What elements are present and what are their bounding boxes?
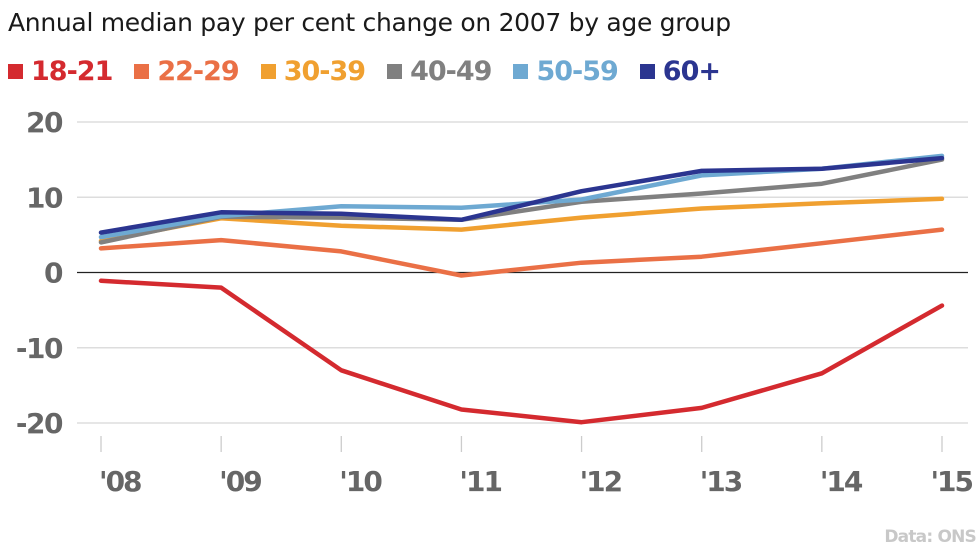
legend-item-22-29: 22-29 bbox=[134, 56, 240, 87]
legend-label-18-21: 18-21 bbox=[31, 56, 113, 87]
series-line-22-29 bbox=[98, 227, 945, 278]
legend: 18-21 22-29 30-39 40-49 50-59 60+ bbox=[8, 56, 742, 87]
series-lines bbox=[98, 153, 945, 425]
legend-item-40-49: 40-49 bbox=[387, 56, 492, 87]
y-tick-label: 20 bbox=[26, 106, 63, 139]
legend-label-50-59: 50-59 bbox=[536, 56, 618, 87]
legend-swatch-30-39 bbox=[260, 64, 276, 79]
x-tick-label: '09 bbox=[219, 465, 261, 498]
series-line-30-39 bbox=[98, 196, 945, 244]
chart-title: Annual median pay per cent change on 200… bbox=[8, 8, 731, 37]
legend-item-30-39: 30-39 bbox=[260, 56, 366, 87]
legend-item-50-59: 50-59 bbox=[513, 56, 619, 87]
y-axis-ticks: 20 10 0 -10 -20 bbox=[16, 106, 65, 440]
x-tick-label: '10 bbox=[339, 465, 382, 498]
x-tick-label: '11 bbox=[459, 465, 501, 498]
legend-item-18-21: 18-21 bbox=[8, 56, 113, 87]
x-axis-ticks: '08 '09 '10 '11 '12 '13 '14 '15 bbox=[99, 436, 975, 498]
legend-swatch-18-21 bbox=[8, 64, 23, 79]
legend-swatch-50-59 bbox=[513, 64, 529, 79]
legend-label-60-plus: 60+ bbox=[662, 56, 721, 87]
series-line-40-49 bbox=[98, 157, 945, 245]
x-tick-label: '12 bbox=[580, 465, 622, 498]
legend-swatch-22-29 bbox=[134, 64, 150, 79]
legend-label-40-49: 40-49 bbox=[410, 56, 492, 87]
x-tick-label: '13 bbox=[700, 465, 742, 498]
legend-label-22-29: 22-29 bbox=[157, 56, 239, 87]
source-note: Data: ONS bbox=[884, 527, 976, 547]
legend-swatch-40-49 bbox=[387, 64, 403, 79]
x-tick-label: '14 bbox=[820, 465, 863, 498]
x-tick-label: '15 bbox=[930, 465, 972, 498]
x-tick-label: '08 bbox=[99, 465, 141, 498]
y-tick-label: -10 bbox=[16, 332, 63, 365]
legend-swatch-60-plus bbox=[639, 64, 655, 79]
legend-label-30-39: 30-39 bbox=[283, 56, 366, 87]
series-line-60-plus bbox=[98, 155, 945, 235]
y-tick-label: -20 bbox=[16, 407, 63, 440]
series-line-18-21 bbox=[98, 278, 945, 425]
legend-item-60-plus: 60+ bbox=[639, 56, 721, 87]
gridlines bbox=[77, 121, 968, 424]
y-tick-label: 0 bbox=[44, 257, 63, 290]
y-tick-label: 10 bbox=[26, 181, 63, 214]
